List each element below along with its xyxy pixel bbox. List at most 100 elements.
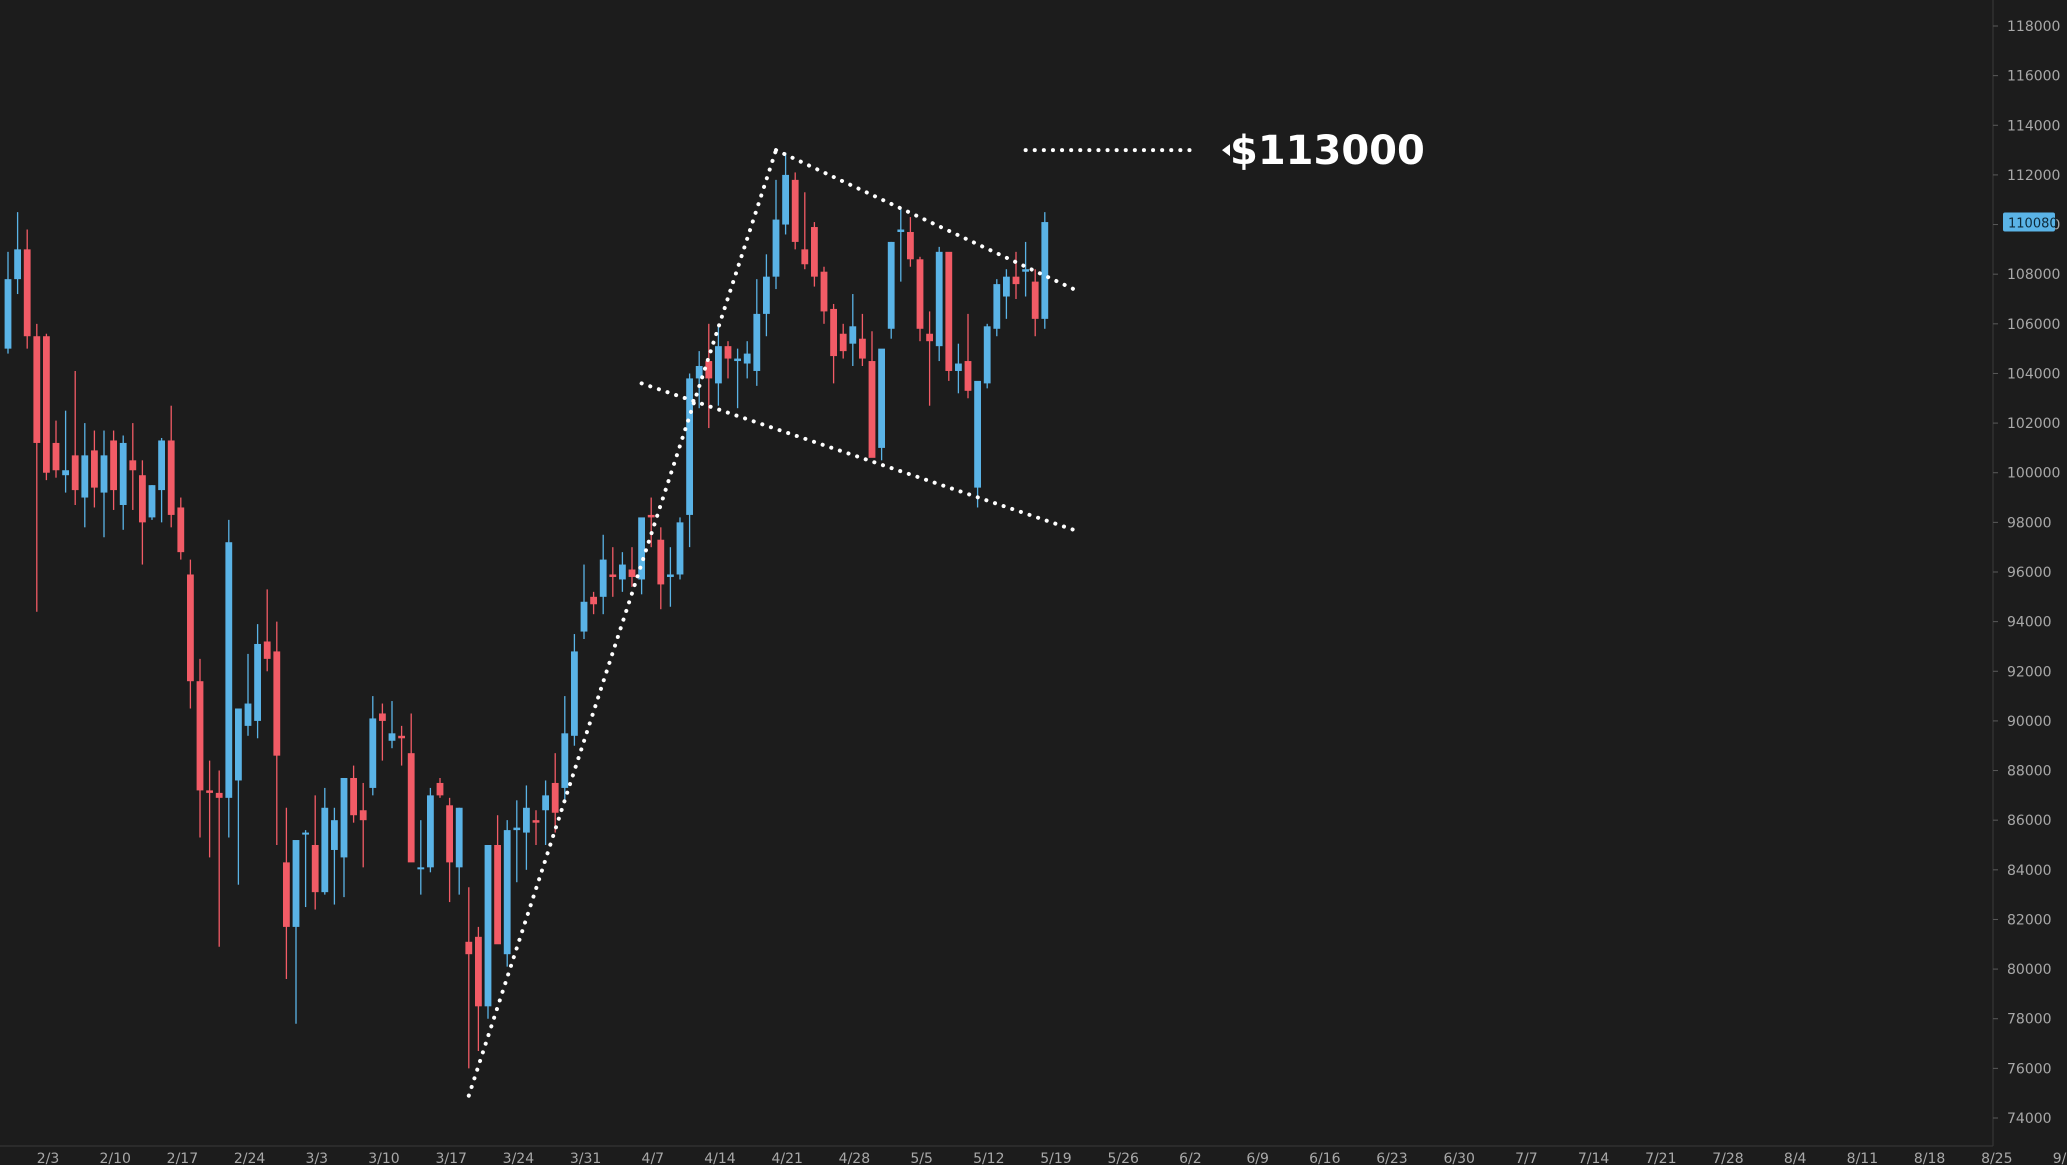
candle [580, 564, 588, 640]
candle [254, 624, 261, 739]
x-tick-label: 3/10 [368, 1151, 399, 1165]
candle-body [302, 832, 309, 835]
candle [129, 423, 137, 510]
candle [475, 926, 482, 1051]
candle [503, 820, 511, 967]
y-tick-label: 88000 [2007, 764, 2052, 780]
candle-body [427, 795, 434, 868]
candle [513, 800, 521, 883]
candle-body [715, 346, 722, 384]
candle-body [571, 651, 578, 736]
candle [407, 713, 415, 863]
candle-body [974, 380, 981, 488]
candle [667, 547, 674, 607]
candle [359, 782, 367, 868]
x-tick-label: 4/7 [642, 1151, 665, 1165]
candle-body [811, 227, 818, 277]
candle-body [43, 336, 50, 473]
candle [427, 787, 434, 873]
candle [4, 251, 12, 354]
candle [398, 725, 405, 766]
candle-body [647, 514, 655, 518]
candle [571, 634, 578, 746]
candle-body [417, 867, 425, 870]
candle [945, 251, 953, 381]
candle [225, 519, 233, 838]
candle [62, 410, 69, 493]
y-tick-label: 116000 [2007, 69, 2060, 85]
x-tick-label: 7/28 [1712, 1151, 1743, 1165]
x-tick-label: 4/14 [704, 1151, 736, 1165]
candle-body [878, 348, 885, 448]
x-tick-label: 2/17 [167, 1151, 198, 1165]
candle-body [753, 313, 761, 371]
x-tick-label: 8/11 [1847, 1151, 1878, 1165]
candle [71, 370, 79, 505]
candle [1012, 251, 1020, 299]
candle-body [724, 346, 732, 359]
candle-body [868, 361, 876, 458]
y-tick-label: 112000 [2007, 168, 2060, 184]
candle [340, 777, 348, 898]
candle-body [4, 279, 12, 349]
candle-body [311, 845, 319, 893]
candle [119, 435, 127, 530]
candle [379, 703, 386, 761]
candle [715, 323, 722, 406]
candle-body [686, 378, 693, 515]
candle [23, 229, 31, 349]
candle [916, 256, 924, 342]
candle-body [1041, 222, 1049, 319]
candle-body [407, 753, 415, 863]
candle [215, 770, 223, 947]
candle-body [743, 353, 751, 364]
candle-body [705, 361, 713, 379]
candle-body [503, 830, 511, 955]
x-tick-label: 3/3 [306, 1151, 329, 1165]
candle-body [1003, 276, 1010, 297]
candle-body [628, 569, 636, 577]
candle-body [206, 790, 213, 793]
trendline [466, 148, 778, 1098]
candle-body [599, 559, 607, 597]
candle [743, 341, 751, 379]
candle-body [455, 807, 463, 868]
candle [91, 430, 98, 508]
candle-body [158, 440, 165, 491]
candle [196, 658, 204, 838]
candle [887, 241, 895, 339]
candle-body [494, 845, 501, 945]
y-tick-label: 90000 [2007, 714, 2052, 730]
candle-body [465, 941, 473, 955]
candle [724, 341, 732, 379]
candle-body [436, 782, 444, 796]
candle-body [340, 777, 348, 858]
candle [1022, 241, 1029, 297]
candle [235, 708, 242, 885]
x-tick-label: 8/4 [1784, 1151, 1807, 1165]
candle [926, 311, 933, 406]
candle [139, 460, 146, 565]
candle [158, 437, 165, 523]
candle [436, 777, 444, 798]
x-tick-label: 3/31 [570, 1151, 601, 1165]
candle [551, 753, 559, 833]
candle-body [398, 735, 405, 739]
candle [993, 279, 1001, 337]
candle [695, 351, 703, 409]
candle-body [801, 249, 809, 265]
y-tick-label: 82000 [2007, 912, 2052, 928]
price-annotation: $113000 [1222, 128, 1425, 174]
y-tick-label: 94000 [2007, 615, 2052, 631]
candle-body [81, 455, 89, 498]
candle-body [244, 703, 252, 726]
candle [33, 323, 41, 612]
trendlines [466, 148, 1201, 1098]
candle-body [273, 651, 281, 756]
y-tick-label: 92000 [2007, 664, 2052, 680]
x-tick-label: 6/30 [1443, 1151, 1474, 1165]
candle-body [839, 333, 847, 352]
candle [964, 313, 972, 399]
candle-body [935, 251, 943, 347]
